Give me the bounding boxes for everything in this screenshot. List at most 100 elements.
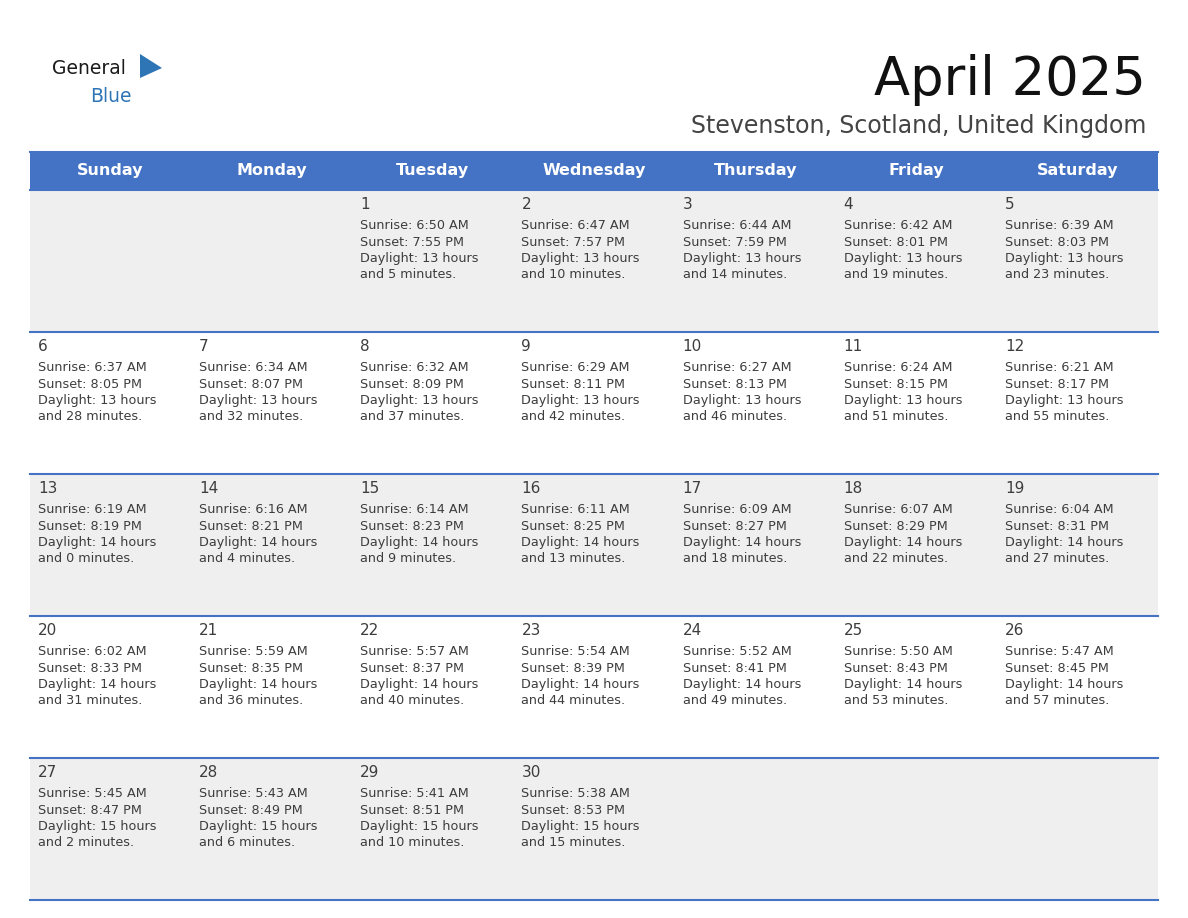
Text: and 57 minutes.: and 57 minutes.	[1005, 695, 1110, 708]
Text: Sunrise: 5:38 AM: Sunrise: 5:38 AM	[522, 787, 631, 800]
Text: Sunset: 7:55 PM: Sunset: 7:55 PM	[360, 236, 465, 249]
Text: Sunset: 8:41 PM: Sunset: 8:41 PM	[683, 662, 786, 675]
Text: Daylight: 14 hours: Daylight: 14 hours	[683, 536, 801, 549]
Text: and 6 minutes.: and 6 minutes.	[200, 836, 296, 849]
Text: Sunrise: 6:50 AM: Sunrise: 6:50 AM	[360, 219, 469, 232]
Text: 5: 5	[1005, 197, 1015, 212]
Text: 19: 19	[1005, 481, 1024, 496]
Text: Daylight: 13 hours: Daylight: 13 hours	[522, 252, 640, 265]
Bar	[30, 616, 1158, 758]
Text: Sunset: 8:33 PM: Sunset: 8:33 PM	[38, 662, 143, 675]
Text: Daylight: 14 hours: Daylight: 14 hours	[200, 536, 317, 549]
Text: Sunset: 8:37 PM: Sunset: 8:37 PM	[360, 662, 465, 675]
Text: Sunset: 8:29 PM: Sunset: 8:29 PM	[843, 520, 948, 532]
Text: Daylight: 14 hours: Daylight: 14 hours	[38, 536, 157, 549]
Text: and 10 minutes.: and 10 minutes.	[360, 836, 465, 849]
Text: and 14 minutes.: and 14 minutes.	[683, 268, 786, 282]
Text: Daylight: 13 hours: Daylight: 13 hours	[360, 394, 479, 407]
Text: Daylight: 14 hours: Daylight: 14 hours	[200, 678, 317, 691]
Text: Daylight: 14 hours: Daylight: 14 hours	[360, 678, 479, 691]
Text: Daylight: 15 hours: Daylight: 15 hours	[38, 820, 157, 833]
Text: Daylight: 15 hours: Daylight: 15 hours	[360, 820, 479, 833]
Text: Daylight: 14 hours: Daylight: 14 hours	[843, 536, 962, 549]
Text: Daylight: 14 hours: Daylight: 14 hours	[38, 678, 157, 691]
Text: 13: 13	[38, 481, 57, 496]
Text: Sunrise: 5:59 AM: Sunrise: 5:59 AM	[200, 645, 308, 658]
Text: 4: 4	[843, 197, 853, 212]
Text: Sunset: 8:39 PM: Sunset: 8:39 PM	[522, 662, 625, 675]
Text: Monday: Monday	[236, 163, 307, 178]
Text: and 40 minutes.: and 40 minutes.	[360, 695, 465, 708]
Text: 15: 15	[360, 481, 379, 496]
Text: Sunset: 8:43 PM: Sunset: 8:43 PM	[843, 662, 948, 675]
Text: Sunrise: 6:14 AM: Sunrise: 6:14 AM	[360, 503, 469, 516]
Text: Sunrise: 6:29 AM: Sunrise: 6:29 AM	[522, 361, 630, 374]
Text: 3: 3	[683, 197, 693, 212]
Text: Sunrise: 5:50 AM: Sunrise: 5:50 AM	[843, 645, 953, 658]
Text: Sunrise: 5:54 AM: Sunrise: 5:54 AM	[522, 645, 630, 658]
Text: 10: 10	[683, 339, 702, 354]
Text: and 5 minutes.: and 5 minutes.	[360, 268, 456, 282]
Text: Sunset: 8:45 PM: Sunset: 8:45 PM	[1005, 662, 1108, 675]
Text: Daylight: 13 hours: Daylight: 13 hours	[683, 252, 801, 265]
Text: Sunset: 8:09 PM: Sunset: 8:09 PM	[360, 377, 465, 390]
Text: Sunrise: 6:42 AM: Sunrise: 6:42 AM	[843, 219, 953, 232]
Text: Sunrise: 6:09 AM: Sunrise: 6:09 AM	[683, 503, 791, 516]
Text: and 15 minutes.: and 15 minutes.	[522, 836, 626, 849]
Text: Sunrise: 6:24 AM: Sunrise: 6:24 AM	[843, 361, 953, 374]
Text: 11: 11	[843, 339, 862, 354]
Text: Sunrise: 5:52 AM: Sunrise: 5:52 AM	[683, 645, 791, 658]
Text: and 31 minutes.: and 31 minutes.	[38, 695, 143, 708]
Text: 9: 9	[522, 339, 531, 354]
Text: Sunrise: 6:44 AM: Sunrise: 6:44 AM	[683, 219, 791, 232]
Text: Sunrise: 5:41 AM: Sunrise: 5:41 AM	[360, 787, 469, 800]
Text: 28: 28	[200, 765, 219, 780]
Text: 6: 6	[38, 339, 48, 354]
Text: and 42 minutes.: and 42 minutes.	[522, 410, 626, 423]
Text: Sunset: 8:51 PM: Sunset: 8:51 PM	[360, 803, 465, 816]
Text: Sunset: 8:25 PM: Sunset: 8:25 PM	[522, 520, 625, 532]
Text: Sunset: 8:07 PM: Sunset: 8:07 PM	[200, 377, 303, 390]
Text: 30: 30	[522, 765, 541, 780]
Text: Sunset: 8:47 PM: Sunset: 8:47 PM	[38, 803, 141, 816]
Text: Sunset: 8:13 PM: Sunset: 8:13 PM	[683, 377, 786, 390]
Text: and 23 minutes.: and 23 minutes.	[1005, 268, 1110, 282]
Text: Daylight: 14 hours: Daylight: 14 hours	[683, 678, 801, 691]
Text: 12: 12	[1005, 339, 1024, 354]
Text: 20: 20	[38, 623, 57, 638]
Text: and 10 minutes.: and 10 minutes.	[522, 268, 626, 282]
Text: 22: 22	[360, 623, 379, 638]
Text: Sunrise: 5:47 AM: Sunrise: 5:47 AM	[1005, 645, 1113, 658]
Text: and 0 minutes.: and 0 minutes.	[38, 553, 134, 565]
Text: Blue: Blue	[90, 86, 132, 106]
Text: April 2025: April 2025	[874, 54, 1146, 106]
Text: Daylight: 13 hours: Daylight: 13 hours	[843, 394, 962, 407]
Text: 1: 1	[360, 197, 369, 212]
Text: and 22 minutes.: and 22 minutes.	[843, 553, 948, 565]
Text: 18: 18	[843, 481, 862, 496]
Text: Sunrise: 6:27 AM: Sunrise: 6:27 AM	[683, 361, 791, 374]
Text: and 46 minutes.: and 46 minutes.	[683, 410, 786, 423]
Text: and 9 minutes.: and 9 minutes.	[360, 553, 456, 565]
Text: Daylight: 14 hours: Daylight: 14 hours	[1005, 536, 1123, 549]
Text: and 27 minutes.: and 27 minutes.	[1005, 553, 1110, 565]
Text: Sunset: 8:31 PM: Sunset: 8:31 PM	[1005, 520, 1108, 532]
Text: 8: 8	[360, 339, 369, 354]
Text: Sunrise: 6:19 AM: Sunrise: 6:19 AM	[38, 503, 146, 516]
Text: Daylight: 13 hours: Daylight: 13 hours	[683, 394, 801, 407]
Text: Sunrise: 6:04 AM: Sunrise: 6:04 AM	[1005, 503, 1113, 516]
Text: Sunset: 8:49 PM: Sunset: 8:49 PM	[200, 803, 303, 816]
Text: Tuesday: Tuesday	[397, 163, 469, 178]
Text: Daylight: 14 hours: Daylight: 14 hours	[522, 678, 640, 691]
Text: 7: 7	[200, 339, 209, 354]
Text: Daylight: 13 hours: Daylight: 13 hours	[200, 394, 317, 407]
Bar	[30, 758, 1158, 900]
Text: Daylight: 15 hours: Daylight: 15 hours	[522, 820, 640, 833]
Text: and 49 minutes.: and 49 minutes.	[683, 695, 786, 708]
Text: Sunset: 8:19 PM: Sunset: 8:19 PM	[38, 520, 141, 532]
Text: and 28 minutes.: and 28 minutes.	[38, 410, 143, 423]
Text: Sunset: 8:05 PM: Sunset: 8:05 PM	[38, 377, 143, 390]
Text: and 32 minutes.: and 32 minutes.	[200, 410, 303, 423]
Text: Sunset: 7:59 PM: Sunset: 7:59 PM	[683, 236, 786, 249]
Text: 25: 25	[843, 623, 862, 638]
